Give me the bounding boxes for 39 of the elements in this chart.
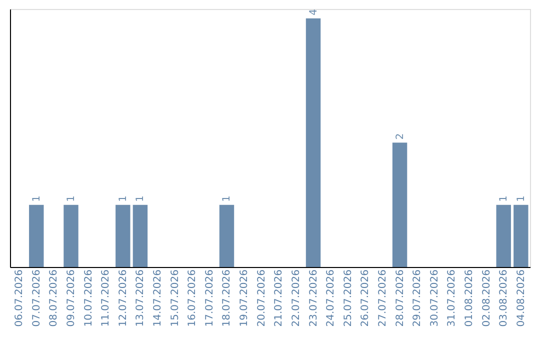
data-label: 1	[66, 195, 77, 202]
x-tick-label: 04.08.2026	[516, 270, 527, 327]
x-tick-label: 26.07.2026	[360, 270, 372, 327]
x-tick-label: 25.07.2026	[342, 270, 354, 327]
x-tick-label: 15.07.2026	[170, 270, 181, 327]
x-tick-label: 30.07.2026	[429, 270, 440, 327]
data-label: 1	[516, 195, 527, 202]
data-label: 1	[31, 195, 42, 202]
x-tick-label: 28.07.2026	[394, 270, 406, 327]
x-tick-label: 17.07.2026	[204, 270, 216, 327]
x-tick-label: 14.07.2026	[152, 270, 164, 327]
x-tick-label: 16.07.2026	[187, 270, 198, 327]
x-tick-label: 23.07.2026	[308, 270, 320, 327]
x-tick-label: 08.07.2026	[48, 270, 60, 327]
x-tick-label: 19.07.2026	[239, 270, 250, 327]
x-tick-label: 06.07.2026	[14, 270, 26, 327]
x-tick-label: 09.07.2026	[66, 270, 77, 327]
data-label: 4	[308, 8, 320, 16]
x-tick-label: 31.07.2026	[446, 270, 458, 327]
data-label: 1	[118, 195, 129, 202]
x-tick-label: 13.07.2026	[135, 270, 146, 327]
x-tick-label: 07.07.2026	[31, 270, 42, 327]
x-tick-label: 01.08.2026	[464, 270, 475, 327]
x-tick-label: 03.08.2026	[498, 270, 510, 327]
x-tick-label: 22.07.2026	[290, 270, 302, 327]
x-tick-label: 10.07.2026	[83, 270, 94, 327]
x-tick-label: 02.08.2026	[481, 270, 492, 327]
data-label: 2	[394, 133, 406, 140]
x-tick-label: 11.07.2026	[100, 270, 112, 327]
x-tick-label: 20.07.2026	[256, 270, 268, 327]
x-tick-label: 24.07.2026	[326, 270, 337, 327]
data-label: 1	[498, 195, 510, 202]
x-tick-label: 18.07.2026	[222, 270, 233, 327]
x-tick-label: 12.07.2026	[118, 270, 129, 327]
data-label: 1	[222, 195, 233, 202]
x-tick-label: 27.07.2026	[377, 270, 388, 327]
x-tick-label: 21.07.2026	[274, 270, 285, 327]
x-tick-label: 29.07.2026	[412, 270, 424, 327]
data-label: 1	[135, 195, 146, 202]
